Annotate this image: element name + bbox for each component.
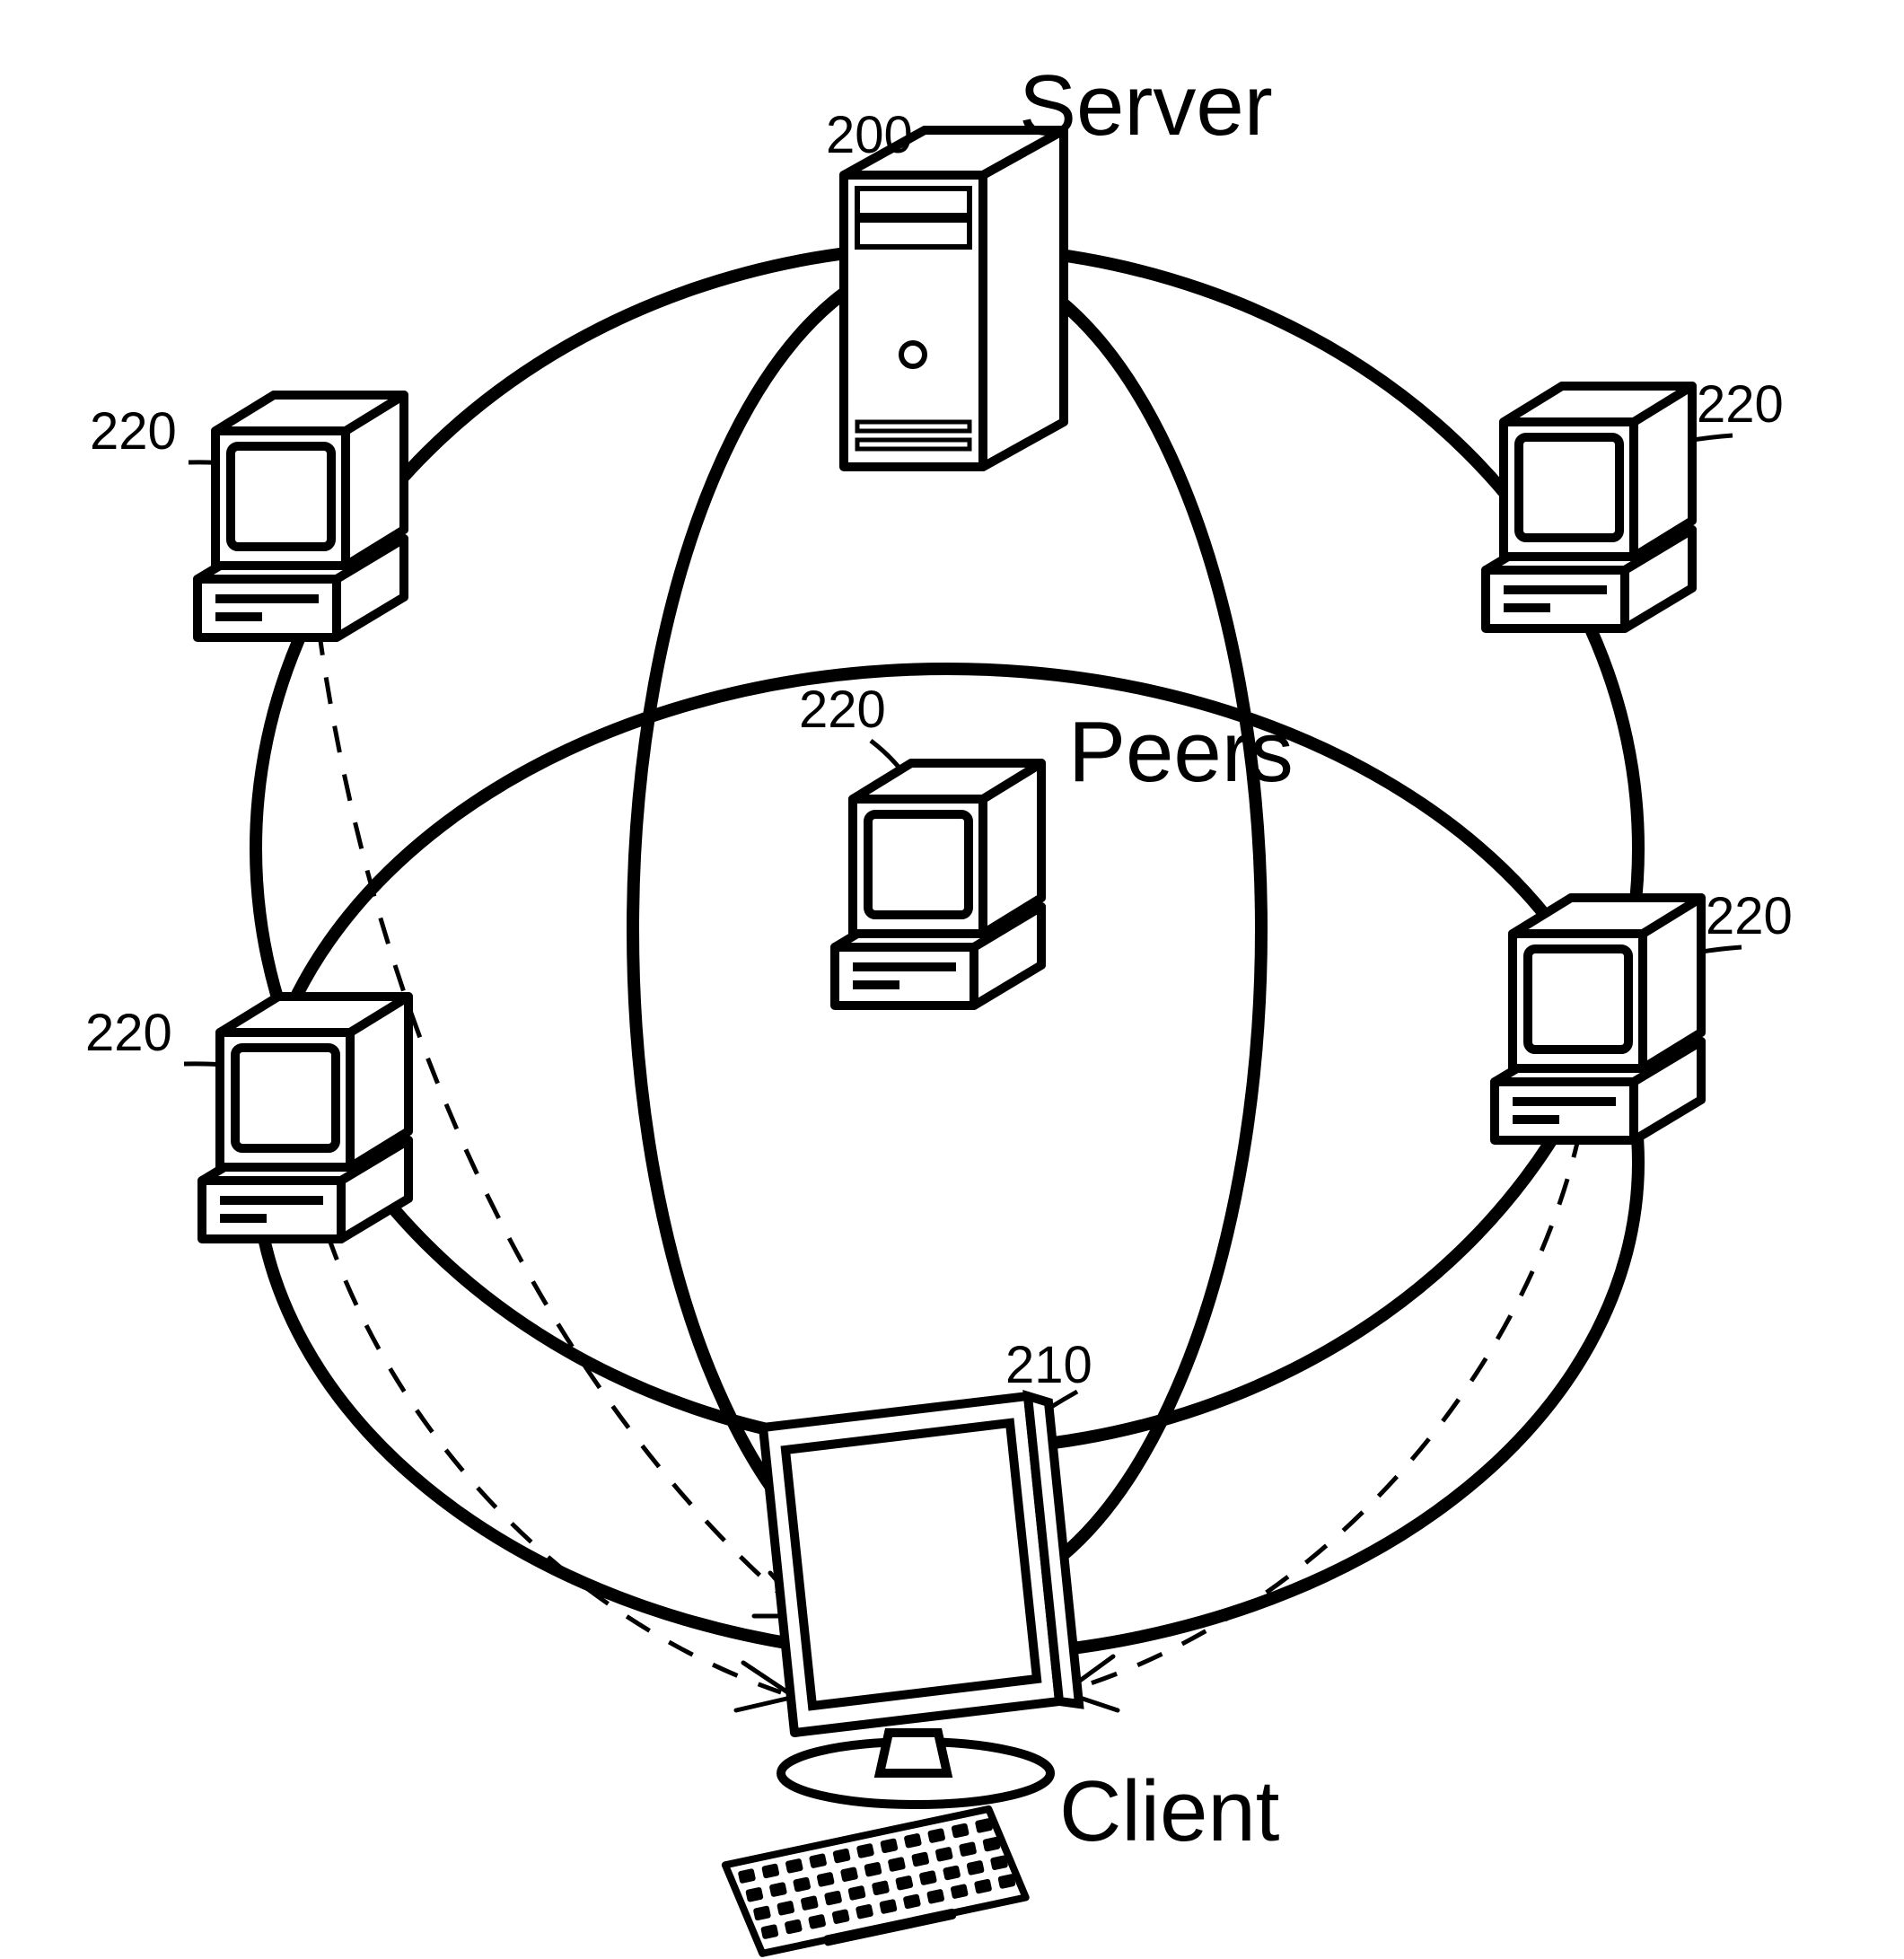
peer-node (197, 395, 404, 637)
ref-number: 200 (826, 106, 913, 164)
peer-node (1495, 898, 1701, 1140)
peer-node (1486, 386, 1692, 628)
drive-slot (220, 1196, 323, 1205)
power-button-icon (901, 343, 925, 366)
client-node (725, 1396, 1079, 1959)
ref-number: 220 (85, 1004, 172, 1062)
ref-number: 220 (799, 681, 886, 739)
peer-node (835, 763, 1041, 1006)
ref-number: 220 (1706, 887, 1793, 945)
keyboard-icon (725, 1805, 1027, 1959)
drive-slot (1504, 585, 1607, 594)
server-label: Server (1019, 57, 1273, 154)
peer-node (202, 997, 408, 1239)
drive-slot (1513, 1097, 1616, 1106)
client-label: Client (1059, 1763, 1279, 1859)
drive-slot (853, 962, 956, 971)
peers-label: Peers (1068, 704, 1294, 800)
drive-slot (215, 594, 319, 603)
dashed-edge (1077, 1131, 1580, 1688)
ref-number: 220 (90, 402, 177, 461)
ref-number: 220 (1697, 375, 1784, 434)
server-node (844, 130, 1064, 467)
ref-number: 210 (1005, 1336, 1092, 1394)
